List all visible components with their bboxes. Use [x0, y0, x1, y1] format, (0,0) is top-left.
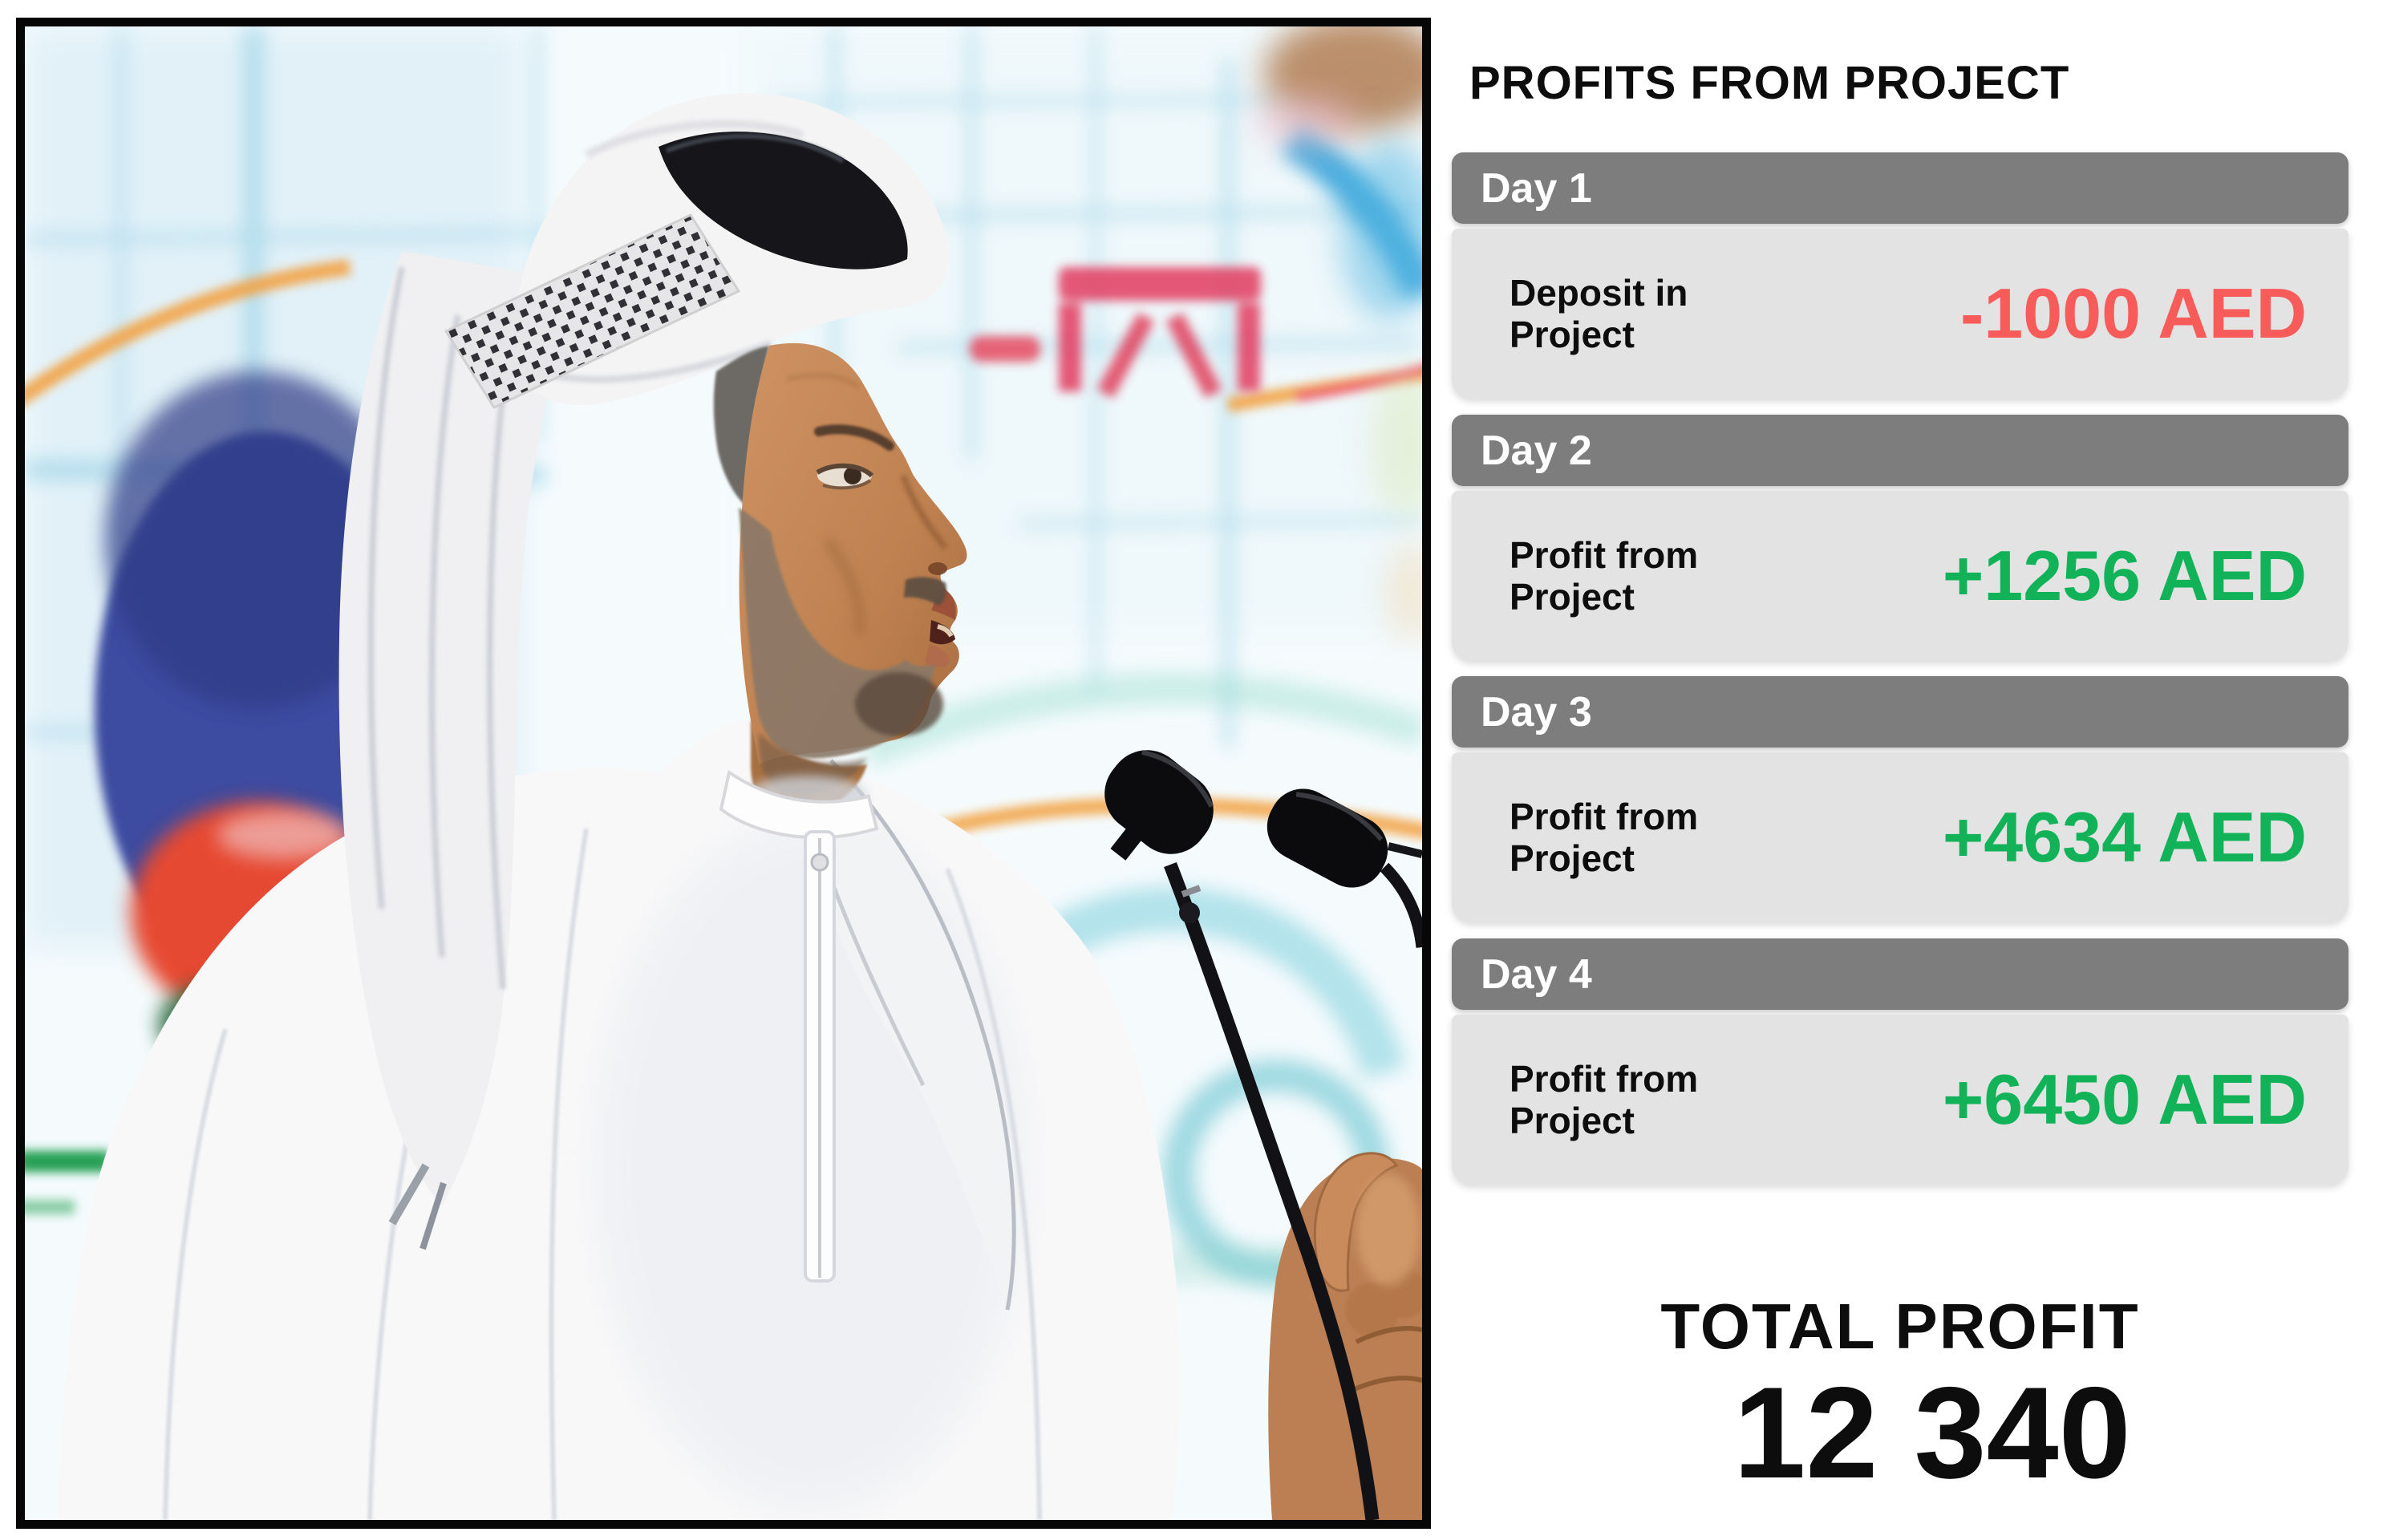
- hair: [713, 346, 769, 508]
- day-3-body: Profit from Project +4634 AED: [1452, 752, 2348, 922]
- day-1-header: Day 1: [1452, 152, 2348, 224]
- microphone-left: [1104, 749, 1380, 1520]
- corner-blur-shapes: [1257, 26, 1422, 642]
- day-2-label: Day 2: [1481, 427, 1592, 474]
- green-marks: [25, 1150, 110, 1214]
- mouth: [925, 588, 956, 668]
- day-4-header: Day 4: [1452, 938, 2348, 1010]
- day-2-description: Profit from Project: [1510, 533, 1699, 618]
- day-1-amount: -1000 AED: [1959, 274, 2307, 353]
- ghutra-mesh-band: [444, 213, 741, 409]
- day-card-3: Day 3 Profit from Project +4634 AED: [1452, 676, 2348, 922]
- day-4-label: Day 4: [1481, 950, 1592, 998]
- day-card-4: Day 4 Profit from Project +6450 AED: [1452, 938, 2348, 1185]
- microphone-right: [1266, 788, 1422, 948]
- day-4-description: Profit from Project: [1510, 1057, 1699, 1141]
- day-3-amount: +4634 AED: [1942, 797, 2307, 877]
- page-title: PROFITS FROM PROJECT: [1469, 57, 2070, 109]
- nostril: [928, 562, 947, 575]
- speaker-photo: [16, 18, 1431, 1529]
- day-card-2: Day 2 Profit from Project +1256 AED: [1452, 415, 2348, 661]
- day-card-1: Day 1 Deposit in Project -1000 AED: [1452, 152, 2348, 399]
- eyebrow: [814, 424, 894, 451]
- eye: [816, 463, 874, 490]
- kandura-collar: [719, 769, 879, 1283]
- day-4-body: Profit from Project +6450 AED: [1452, 1015, 2348, 1185]
- collar-button: [810, 853, 829, 872]
- ghutra-fold-shadow: [659, 132, 908, 270]
- ghutra-left-drape: [338, 251, 586, 1250]
- day-3-label: Day 3: [1481, 688, 1592, 736]
- total-profit-label: TOTAL PROFIT: [1660, 1291, 2140, 1362]
- day-1-description: Deposit in Project: [1510, 271, 1688, 355]
- ghutra-headdress: [444, 93, 949, 409]
- total-profit-value: 12 340: [1733, 1360, 2131, 1506]
- day-4-amount: +6450 AED: [1942, 1060, 2307, 1139]
- day-3-header: Day 3: [1452, 676, 2348, 748]
- day-1-label: Day 1: [1481, 164, 1592, 212]
- red-bench-icon: [970, 267, 1261, 399]
- speaker: [57, 93, 1181, 1520]
- speaker-photo-art: [25, 26, 1422, 1520]
- day-2-header: Day 2: [1452, 415, 2348, 486]
- day-2-amount: +1256 AED: [1942, 536, 2307, 615]
- day-1-body: Deposit in Project -1000 AED: [1452, 229, 2348, 399]
- day-3-description: Profit from Project: [1510, 795, 1699, 879]
- day-2-body: Profit from Project +1256 AED: [1452, 491, 2348, 661]
